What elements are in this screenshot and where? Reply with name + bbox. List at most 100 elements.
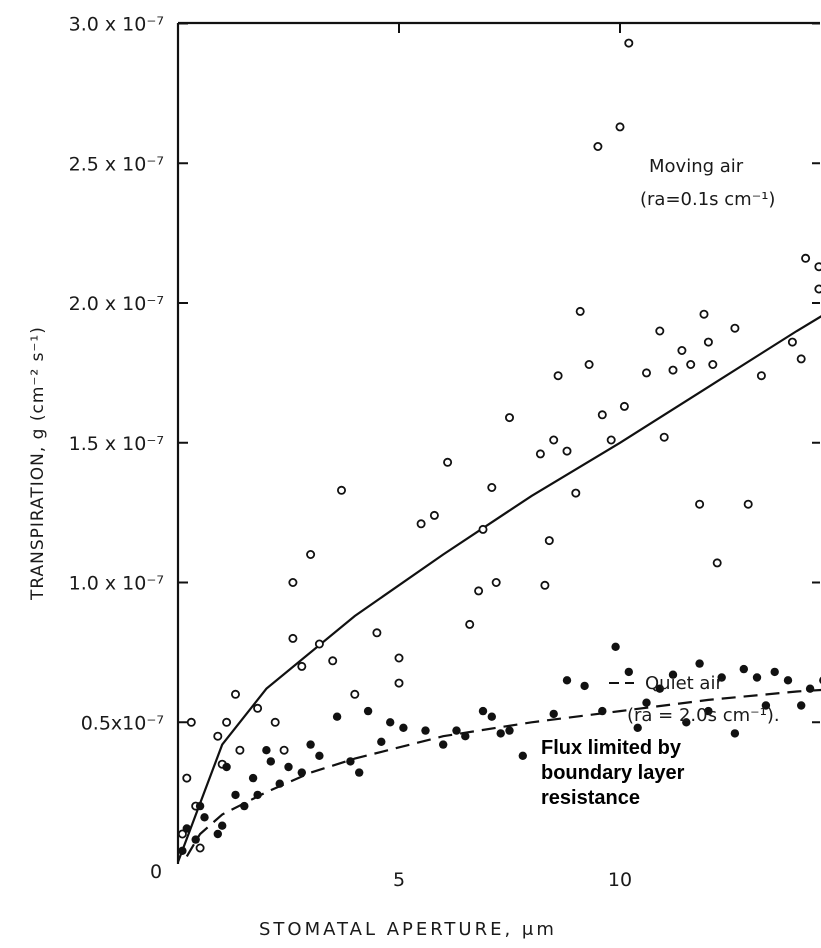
moving-air-point <box>575 306 585 316</box>
data-points <box>177 38 821 855</box>
moving-air-label: Moving air <box>649 156 744 177</box>
moving-air-point <box>814 284 821 294</box>
quiet-air-point <box>399 723 408 732</box>
quiet-air-point <box>518 751 527 760</box>
moving-air-point <box>571 488 581 498</box>
quiet-air-point <box>452 726 461 735</box>
moving-air-point <box>814 262 821 272</box>
quiet-air-point <box>191 835 200 844</box>
moving-air-point <box>544 536 554 546</box>
moving-air-point <box>562 446 572 456</box>
moving-air-point <box>235 745 245 755</box>
moving-air-point <box>593 141 603 151</box>
quiet-air-point <box>306 740 315 749</box>
moving-air-point <box>796 354 806 364</box>
quiet-air-point <box>213 829 222 839</box>
moving-air-point <box>182 773 192 783</box>
moving-air-point <box>487 482 497 492</box>
quiet-air-point <box>315 751 324 760</box>
moving-air-point <box>253 703 263 713</box>
quiet-air-point <box>624 667 633 677</box>
moving-air-point <box>743 499 753 509</box>
moving-air-point <box>314 639 324 649</box>
moving-air-point <box>474 586 484 596</box>
moving-air-point <box>230 689 240 699</box>
y-tick-label: 1.5 x 10⁻⁷ <box>69 433 164 455</box>
moving-air-point <box>686 359 696 369</box>
moving-air-point <box>756 371 766 381</box>
moving-air-annotation: Moving air (ra=0.1s cm⁻¹) <box>640 156 775 210</box>
quiet-air-point <box>797 701 806 710</box>
moving-air-point <box>213 731 223 741</box>
y-tick-label: 1.0 x 10⁻⁷ <box>69 573 164 595</box>
moving-air-point <box>549 435 559 445</box>
moving-air-point <box>584 359 594 369</box>
quiet-air-point <box>262 746 271 755</box>
axes <box>176 21 820 864</box>
moving-air-point <box>491 578 501 588</box>
moving-air-point <box>288 633 298 643</box>
quiet-air-point <box>182 824 191 833</box>
quiet-air-point <box>668 670 678 679</box>
quiet-air-ra: (ra = 2.0s cm⁻¹). <box>627 705 780 726</box>
moving-air-point <box>186 717 196 727</box>
moving-air-point <box>222 717 232 727</box>
origin-label: 0 <box>150 861 162 883</box>
quiet-air-point <box>761 701 771 710</box>
moving-air-point <box>624 38 634 48</box>
x-tick-label: 10 <box>608 869 632 891</box>
moving-air-point <box>597 410 607 420</box>
moving-air-point <box>642 368 652 378</box>
quiet-air-point <box>478 706 488 716</box>
moving-air-point <box>195 843 205 853</box>
moving-air-point <box>619 401 629 411</box>
quiet-air-point <box>505 726 514 735</box>
moving-air-point <box>416 519 426 529</box>
quiet-air-point <box>231 790 240 800</box>
quiet-air-point <box>275 779 284 788</box>
quiet-air-point <box>633 723 642 732</box>
moving-air-point <box>699 309 709 319</box>
moving-air-point <box>328 656 338 666</box>
x-axis-title: STOMATAL APERTURE, μm <box>259 919 557 940</box>
fit-lines <box>176 315 821 863</box>
tick-labels: 0.5x10⁻⁷ 1.0 x 10⁻⁷ 1.5 x 10⁻⁷ 2.0 x 10⁻⁷ 2.… <box>69 14 632 892</box>
moving-air-point <box>504 413 514 423</box>
moving-air-point <box>655 326 665 336</box>
quiet-air-point <box>704 706 713 716</box>
moving-air-point <box>279 745 289 755</box>
moving-air-point <box>443 457 453 467</box>
quiet-air-point <box>562 676 572 685</box>
moving-air-point <box>730 323 740 333</box>
quiet-air-point <box>253 790 262 800</box>
y-tick-label: 0.5x10⁻⁷ <box>81 712 164 734</box>
quiet-air-point <box>195 801 205 811</box>
quiet-air-point <box>363 706 373 716</box>
moving-air-point <box>394 678 404 688</box>
moving-air-point <box>429 510 439 520</box>
quiet-air-point <box>200 813 209 822</box>
quiet-air-point <box>549 709 558 719</box>
quiet-air-point <box>805 684 815 693</box>
moving-air-point <box>394 653 404 663</box>
moving-air-point <box>668 365 678 375</box>
moving-air-point <box>535 449 545 459</box>
quiet-air-point <box>222 762 231 772</box>
moving-air-ra: (ra=0.1s cm⁻¹) <box>640 189 775 210</box>
quiet-air-point <box>695 659 704 668</box>
quiet-air-point <box>266 757 275 766</box>
y-axis-title: TRANSPIRATION, g (cm⁻² s⁻¹) <box>28 326 48 601</box>
y-tick-label: 3.0 x 10⁻⁷ <box>69 14 164 36</box>
moving-air-point <box>270 717 280 727</box>
moving-air-point <box>177 829 187 839</box>
moving-air-point <box>336 485 346 495</box>
quiet-air-point <box>752 673 762 682</box>
moving-air-point <box>712 558 722 568</box>
quiet-air-point <box>355 768 364 777</box>
moving-air-point <box>465 619 475 629</box>
moving-air-point <box>553 371 563 381</box>
quiet-air-point <box>178 846 187 855</box>
quiet-air-label: Quiet air <box>645 673 723 694</box>
quiet-air-point <box>386 718 395 727</box>
